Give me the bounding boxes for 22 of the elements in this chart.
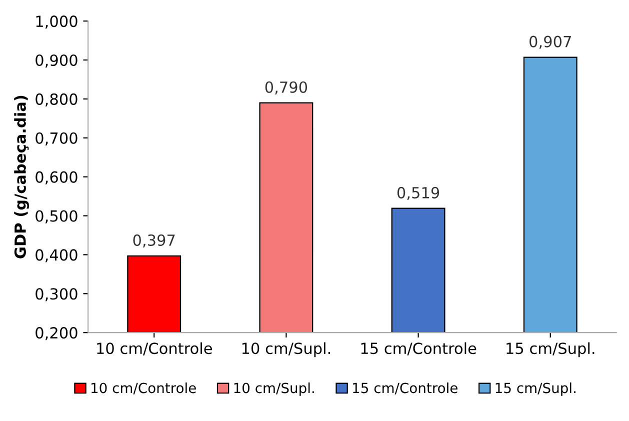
y-tick-label: 0,400	[36, 249, 78, 262]
x-tick-label: 15 cm/Supl.	[506, 342, 594, 358]
y-tick-label: 0,500	[36, 210, 78, 224]
legend-label: 15 cm/Supl.	[496, 382, 576, 396]
data-label: 0,907	[530, 36, 571, 49]
legend-label: 10 cm/Supl.	[234, 382, 314, 396]
y-tick-label: 0,800	[36, 93, 78, 107]
y-axis-title: GDP (g/cabeça.dia)	[14, 96, 30, 258]
y-tick-label: 1,000	[36, 16, 78, 29]
y-tick-label: 0,900	[36, 54, 78, 68]
y-tick-label: 0,200	[36, 327, 78, 340]
x-tick-label: 10 cm/Supl.	[242, 342, 330, 358]
x-tick-label: 10 cm/Controle	[97, 342, 212, 356]
data-label: 0,397	[133, 234, 175, 248]
legend-label: 10 cm/Controle	[92, 382, 196, 394]
x-tick-label: 15 cm/Controle	[361, 342, 476, 356]
y-tick-label: 0,300	[36, 288, 78, 302]
data-label: 0,790	[265, 81, 308, 94]
legend-label: 15 cm/Controle	[353, 382, 458, 394]
data-label: 0,519	[397, 186, 440, 200]
y-tick-label: 0,700	[36, 132, 78, 146]
y-tick-label: 0,600	[36, 171, 78, 184]
